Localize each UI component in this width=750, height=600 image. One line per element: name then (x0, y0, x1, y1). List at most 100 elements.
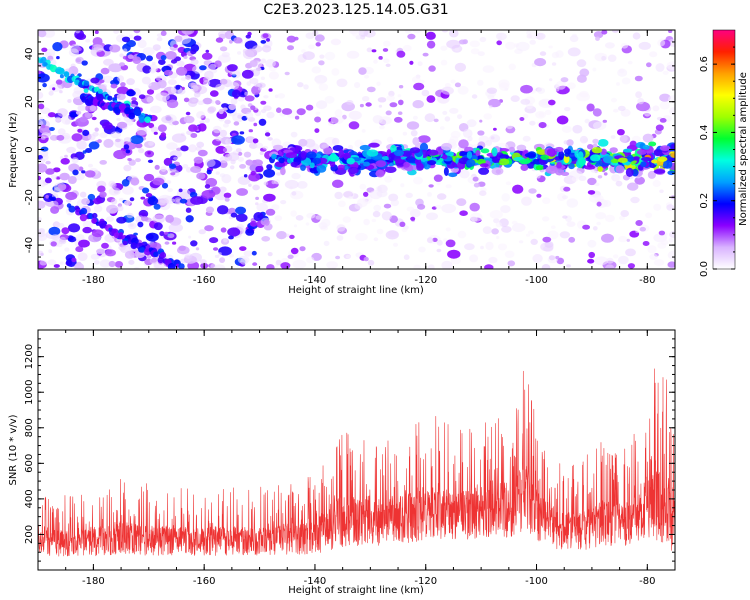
heatmap-cell (426, 212, 438, 221)
heatmap-cell (127, 54, 134, 59)
heatmap-cell (116, 216, 127, 224)
heatmap-cell (532, 254, 543, 263)
heatmap-cell (556, 115, 569, 125)
heatmap-cell (213, 247, 219, 251)
heatmap-cell (44, 177, 52, 184)
heatmap-cell (383, 58, 390, 63)
heatmap-cell (76, 140, 87, 150)
heatmap-cell (345, 254, 352, 259)
heatmap-cell (546, 148, 557, 157)
heatmap-cell (601, 233, 614, 243)
snr-y-axis: 200 400 600 800 1000 1200 (24, 329, 675, 571)
heatmap-cell (610, 158, 620, 164)
heatmap-cell (245, 159, 254, 166)
snr-x-axis: -180 -160 -140 -120 -100 -80 (37, 330, 676, 587)
heatmap-cell (205, 49, 210, 53)
heatmap-cell (540, 242, 554, 252)
heatmap-cell (445, 184, 452, 189)
heatmap-cell (336, 235, 344, 241)
colorbar-scale (712, 29, 736, 270)
heatmap-cell (309, 162, 315, 169)
heatmap-cell (619, 134, 628, 143)
heatmap-cell (130, 242, 138, 250)
heatmap-cell (185, 74, 192, 80)
heatmap-cell (295, 215, 304, 221)
heatmap-cell (562, 195, 568, 200)
heatmap-cell (103, 138, 114, 148)
heatmap-cell (285, 233, 290, 238)
heatmap-cell (268, 88, 273, 92)
heatmap-cell (42, 61, 48, 67)
heatmap-cell (477, 51, 485, 57)
heatmap-cell (132, 56, 142, 64)
heatmap-cell (589, 194, 602, 203)
heatmap-cell (183, 34, 189, 40)
heatmap-cell (669, 230, 675, 239)
heatmap-cell (445, 227, 451, 232)
heatmap-cell (219, 129, 228, 138)
heatmap-cell (611, 97, 617, 103)
heatmap-cell (196, 141, 205, 148)
heatmap-cell (214, 254, 220, 258)
heatmap-cell (59, 236, 66, 243)
x-tick-label: -160 (193, 275, 216, 286)
heatmap-cell (595, 36, 600, 41)
heatmap-cell (491, 167, 504, 176)
heatmap-cell (230, 82, 240, 90)
heatmap-cell (276, 107, 282, 113)
heatmap-cell (555, 255, 560, 260)
heatmap-cell (244, 91, 249, 96)
heatmap-cell (422, 52, 429, 57)
heatmap-cell (52, 221, 61, 229)
heatmap-cell (172, 241, 177, 245)
heatmap-cell (466, 119, 477, 128)
heatmap-cell (237, 176, 251, 185)
heatmap-cell (290, 131, 298, 138)
heatmap-cell (204, 184, 211, 189)
heatmap-cell (61, 227, 70, 235)
heatmap-cell (497, 243, 508, 251)
figure-title: C2E3.2023.125.14.05.G31 (263, 2, 448, 18)
heatmap-cell (522, 135, 531, 142)
heatmap-cell (587, 190, 596, 195)
heatmap-cell (241, 69, 254, 79)
heatmap-cell (579, 90, 589, 98)
heatmap-cell (412, 30, 422, 34)
heatmap-cell (213, 264, 226, 269)
heatmap-cell (512, 184, 524, 194)
heatmap-cell (278, 157, 285, 164)
heatmap-cell (149, 67, 156, 74)
heatmap-cell (496, 235, 500, 240)
heatmap-cell (163, 69, 173, 76)
heatmap-cell (347, 166, 359, 175)
heatmap-cell (123, 137, 132, 143)
heatmap-cell (469, 212, 483, 222)
heatmap-cell (252, 138, 259, 144)
heatmap-cell (123, 144, 130, 150)
heatmap-cell (289, 234, 295, 239)
y-tick-label: 20 (24, 95, 35, 108)
heatmap-cell (178, 245, 186, 251)
heatmap-cell (410, 130, 418, 137)
heatmap-cell (671, 181, 675, 186)
heatmap-cell (529, 39, 536, 45)
heatmap-cell (261, 236, 271, 242)
heatmap-cell (166, 99, 179, 109)
heatmap-cell (83, 88, 89, 93)
heatmap-cell (197, 149, 208, 157)
heatmap-cell (526, 233, 530, 237)
heatmap-cell (163, 157, 173, 166)
heatmap-cell (183, 97, 190, 103)
heatmap-cell (401, 227, 408, 233)
heatmap-cell (505, 181, 512, 186)
heatmap-cell (428, 264, 435, 269)
heatmap-cell (612, 30, 619, 33)
heatmap-cell (462, 39, 468, 45)
heatmap-cell (142, 187, 150, 194)
heatmap-cell (190, 196, 204, 205)
heatmap-cell (182, 164, 189, 169)
heatmap-cell (355, 232, 368, 242)
heatmap-cell (651, 159, 658, 164)
heatmap-cell (303, 84, 309, 90)
heatmap-cell (377, 97, 387, 103)
